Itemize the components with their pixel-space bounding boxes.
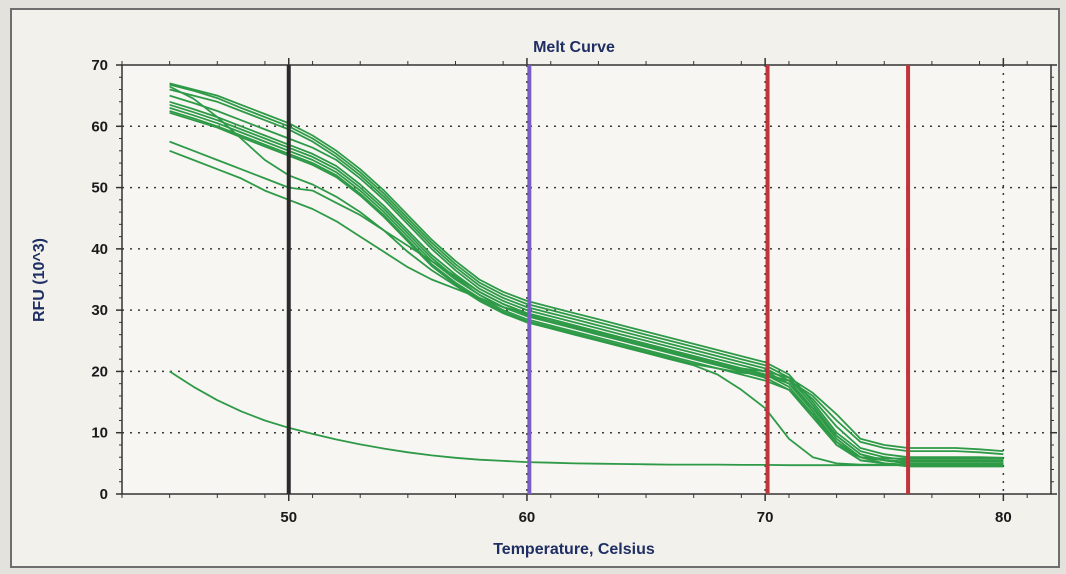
y-tick-label: 70	[91, 57, 108, 74]
x-tick-label: 80	[995, 509, 1012, 526]
ticks: 0 10 20 30 40 50 60 70 50 60 70 80	[91, 57, 1057, 526]
x-tick-label: 50	[280, 509, 297, 526]
y-tick-label: 30	[91, 302, 108, 319]
melt-curve-chart: 0 10 20 30 40 50 60 70 50 60 70 80 Melt Curve Tempe…	[31, 39, 1057, 558]
series-line-11	[169, 149, 1004, 452]
series-line-8	[169, 110, 1004, 460]
series-line-7	[169, 107, 1004, 456]
series-line-13	[169, 370, 1004, 467]
y-axis-label: RFU (10^3)	[31, 238, 48, 322]
x-axis-label: Temperature, Celsius	[493, 541, 655, 558]
vertical-markers	[286, 65, 911, 494]
x-tick-label: 70	[757, 509, 774, 526]
y-tick-label: 20	[91, 363, 108, 380]
chart-title: Melt Curve	[533, 39, 615, 56]
y-tick-label: 0	[100, 486, 108, 503]
y-tick-label: 40	[91, 241, 108, 258]
y-tick-label: 60	[91, 118, 108, 135]
series-layer	[169, 82, 1004, 468]
series-line-9	[169, 111, 1004, 459]
grid	[122, 65, 1051, 494]
y-tick-label: 50	[91, 180, 108, 197]
y-tick-label: 10	[91, 425, 108, 442]
chart-frame: 0 10 20 30 40 50 60 70 50 60 70 80 Melt Curve Tempe…	[10, 8, 1060, 568]
plot-area	[121, 64, 1052, 495]
x-tick-label: 60	[519, 509, 536, 526]
series-line-1	[169, 82, 1004, 462]
